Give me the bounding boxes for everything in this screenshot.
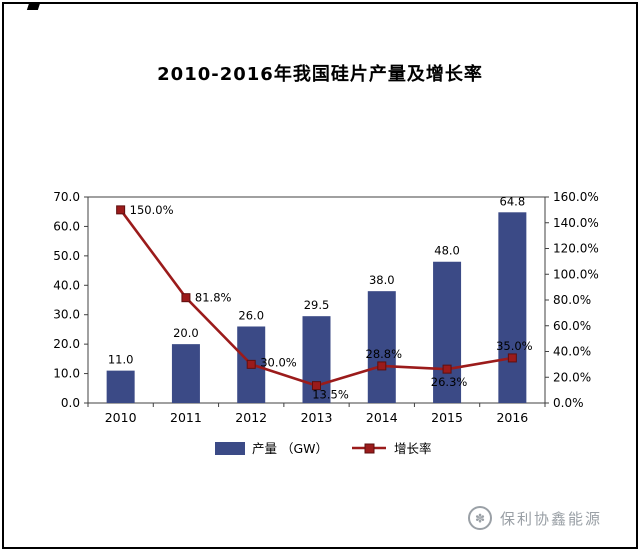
brand-footer: ✽ 保利协鑫能源 [467, 505, 602, 531]
right-axis-label: 0.0% [553, 396, 584, 410]
x-axis-label: 2010 [105, 410, 137, 425]
legend-bar-swatch [215, 442, 245, 455]
left-axis-label: 30.0 [53, 308, 80, 322]
line-value-label: 26.3% [431, 375, 468, 389]
brand-name: 保利协鑫能源 [499, 509, 602, 528]
line-value-label: 81.8% [195, 291, 232, 305]
bar-value-label: 29.5 [304, 298, 330, 312]
line-value-label: 28.8% [366, 347, 403, 361]
line-value-label: 13.5% [312, 388, 349, 402]
line-marker-2012 [246, 359, 256, 369]
legend-line-marker [364, 443, 375, 454]
bar-2014 [367, 291, 396, 403]
legend-bar-label: 产量 （GW） [252, 441, 328, 456]
svg-text:✽: ✽ [475, 512, 485, 526]
line-value-label: 150.0% [130, 203, 174, 217]
line-marker-2015 [442, 364, 452, 374]
line-marker-2014 [377, 361, 387, 371]
right-axis-label: 120.0% [553, 242, 599, 256]
brand-logo-icon: ✽ [467, 505, 493, 531]
right-axis-label: 160.0% [553, 190, 599, 204]
line-value-label: 35.0% [496, 339, 533, 353]
x-axis-label: 2016 [496, 410, 528, 425]
line-marker-2010 [116, 205, 126, 215]
bar-2011 [171, 344, 200, 403]
right-axis-label: 140.0% [553, 216, 599, 230]
line-marker-2013 [312, 381, 321, 391]
right-axis-label: 100.0% [553, 267, 599, 281]
line-marker-2016 [507, 353, 517, 363]
left-axis-label: 60.0 [53, 219, 80, 233]
left-axis-label: 40.0 [53, 278, 80, 292]
bar-value-label: 48.0 [434, 244, 460, 258]
right-axis-label: 20.0% [553, 370, 591, 384]
x-axis-label: 2013 [301, 410, 333, 425]
left-axis-label: 10.0 [53, 367, 80, 381]
left-axis-label: 50.0 [53, 249, 80, 263]
bar-value-label: 38.0 [369, 273, 395, 287]
x-axis-label: 2011 [170, 410, 202, 425]
line-value-label: 30.0% [260, 355, 297, 369]
right-axis-label: 40.0% [553, 345, 591, 359]
bar-2016 [498, 212, 527, 403]
line-marker-2011 [181, 293, 191, 303]
bar-value-label: 64.8 [500, 194, 526, 208]
x-axis-label: 2014 [366, 410, 398, 425]
combo-bar-line-chart: 0.0 10.0 20.0 30.0 40.0 50.0 60.0 70.0 0.0% 20.0%… [53, 190, 599, 456]
right-axis-label: 60.0% [553, 319, 591, 333]
x-axis-label: 2015 [431, 410, 463, 425]
right-axis-label: 80.0% [553, 293, 591, 307]
left-axis-label: 70.0 [53, 190, 80, 204]
ink-mark [26, 3, 41, 10]
bar-2010 [106, 370, 135, 403]
chart-title: 2010-2016年我国硅片产量及增长率 [157, 64, 483, 85]
legend-line-label: 增长率 [394, 441, 432, 456]
left-axis-label: 20.0 [53, 337, 80, 351]
bar-value-label: 26.0 [238, 308, 264, 322]
bar-value-label: 11.0 [108, 353, 134, 367]
bar-value-label: 20.0 [173, 326, 199, 340]
x-axis-label: 2012 [235, 410, 267, 425]
bar-2015 [433, 261, 462, 403]
left-axis-label: 0.0 [61, 396, 80, 410]
